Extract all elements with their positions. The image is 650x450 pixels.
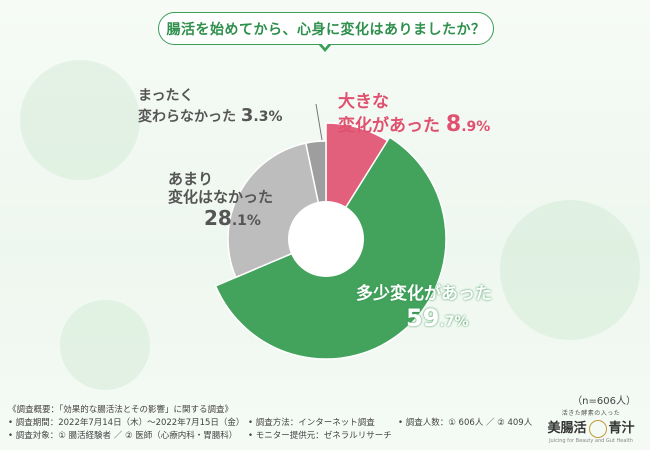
slice-percent: 59.7% — [356, 304, 492, 333]
slice-label-line: あまり — [168, 170, 214, 188]
pct-dec: .1% — [231, 213, 261, 229]
slice-label-some-change: 多少変化があった 59.7% — [356, 284, 492, 333]
footer-provider: • モニター提供元：ゼネラルリサーチ — [248, 431, 392, 441]
slice-label-line: 変化があった — [338, 116, 440, 137]
footer-method: • 調査方法：インターネット調査 — [248, 418, 375, 428]
slice-percent: 28.1% — [168, 206, 273, 230]
chart-title: 腸活を始めてから、心身に変化はありましたか？ — [166, 21, 486, 38]
sample-size-note: （n=606人） — [572, 396, 636, 407]
footer-overview: 《調査概要：「効果的な腸活法とその影響」に関する調査》 — [8, 405, 233, 415]
slice-label-line: 変化はなかった — [168, 188, 274, 206]
footer-count: • 調査人数：① 606人 ／ ② 409人 — [398, 418, 533, 428]
logo-name: 美腸活 青汁 — [538, 417, 644, 438]
donut-hole — [288, 201, 364, 277]
pct-int: 8 — [445, 112, 462, 138]
background-decoration — [500, 200, 640, 340]
pct-dec: .9% — [461, 119, 491, 136]
logo-subtitle: 活きた酵素の入った — [561, 410, 621, 417]
logo-name-left: 美腸活 — [547, 421, 587, 436]
slice-label-not-at-all: まったく 変わらなかった 3.3% — [138, 88, 283, 126]
slice-label-line: 変わらなかった — [138, 108, 236, 125]
title-speech-tail — [318, 42, 332, 52]
pct-dec: .3% — [253, 108, 283, 125]
pct-int: 28 — [204, 206, 232, 230]
slice-percent: 3.3% — [241, 105, 283, 126]
brand-logo: 活きた酵素の入った 美腸活 青汁 Juicing for Beauty and G… — [538, 408, 644, 444]
slice-label-line: 多少変化があった — [356, 284, 492, 304]
background-decoration — [60, 300, 150, 390]
slice-label-big-change: 大きな 変化があった 8.9% — [338, 92, 490, 139]
pct-int: 3 — [240, 104, 254, 126]
slice-label-line: まったく — [138, 88, 194, 104]
logo-tagline: Juicing for Beauty and Gut Health — [549, 437, 633, 444]
logo-mark-icon — [588, 419, 607, 438]
slice-percent: 8.9% — [446, 112, 490, 137]
footer-period: • 調査期間：2022年7月14日（木）〜2022年7月15日（金） — [8, 418, 245, 428]
slice-label-not-much: あまり 変化はなかった 28.1% — [168, 170, 273, 230]
logo-name-right: 青汁 — [608, 421, 635, 436]
pct-dec: .7% — [439, 314, 469, 331]
pct-int: 59 — [406, 304, 440, 333]
slice-label-line: 大きな — [338, 92, 389, 112]
footer-target: • 調査対象：① 腸活経験者 ／ ② 医師（心療内科・胃腸科） — [8, 431, 238, 441]
background-decoration — [20, 60, 140, 180]
